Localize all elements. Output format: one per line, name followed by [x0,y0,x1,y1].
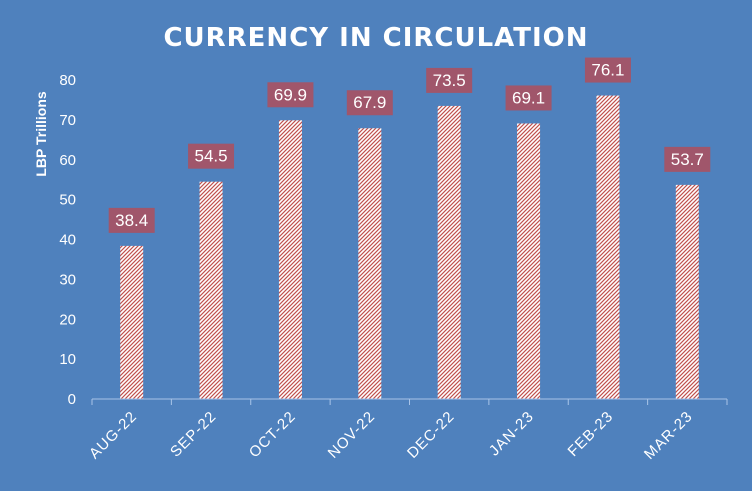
data-label-box [664,146,711,172]
bar [675,184,699,399]
category-label: FEB-23 [565,408,617,460]
data-labels-group: 38.4 54.5 69.9 67.9 73.5 69.1 76.1 53.7 [108,57,711,233]
y-tick-label: 20 [59,311,76,328]
data-label: 69.1 [512,88,545,107]
bar [278,120,302,400]
y-tick-label: 10 [59,351,76,368]
category-label: NOV-22 [325,408,379,462]
data-label: 69.9 [274,85,307,104]
category-label: OCT-22 [246,408,299,461]
y-tick-label: 60 [59,152,76,169]
category-label: SEP-22 [167,408,220,461]
y-axis-label: LBP Trillions [33,91,49,177]
data-label: 76.1 [591,61,624,80]
data-label-box [346,90,393,116]
bar [358,128,382,399]
bar [596,95,620,400]
y-tick-label: 30 [59,271,76,288]
data-label: 67.9 [353,93,386,112]
category-label: DEC-22 [404,408,458,462]
y-tick-label: 40 [59,232,76,249]
data-label-box [188,143,235,169]
category-label: MAR-23 [641,408,696,463]
bar [120,245,144,399]
bar [437,105,461,399]
category-label: AUG-22 [86,408,141,463]
bar [199,181,223,399]
y-axis-ticks: 0 10 20 30 40 50 60 70 80 [59,72,76,408]
data-label-box [584,57,631,83]
category-labels-group: AUG-22 SEP-22 OCT-22 NOV-22 DEC-22 JAN-23 FEB-… [86,408,696,463]
bar [517,123,541,400]
chart-title: CURRENCY IN CIRCULATION [163,23,588,53]
data-label-box [108,207,155,233]
data-label-box [426,67,473,93]
data-label: 53.7 [671,150,704,169]
data-label: 38.4 [115,211,148,230]
x-axis-ticks [91,399,728,405]
y-tick-label: 0 [68,391,76,408]
bars-group [120,95,699,400]
data-label-box [505,85,552,111]
data-label-box [267,82,314,108]
data-label: 73.5 [433,71,466,90]
y-tick-label: 80 [59,72,76,89]
y-tick-label: 50 [59,192,76,209]
y-tick-label: 70 [59,112,76,129]
category-label: JAN-23 [486,408,538,460]
data-label: 54.5 [195,147,228,166]
